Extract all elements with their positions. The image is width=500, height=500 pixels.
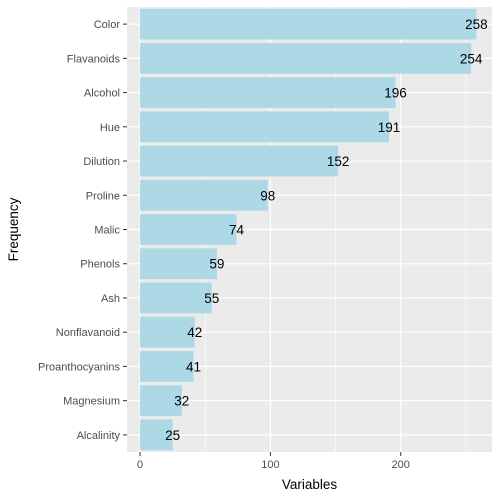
bar-dilution <box>140 145 339 177</box>
bar-proanthocyanins <box>140 351 194 382</box>
data-label-dilution: 152 <box>327 154 350 169</box>
x-tick-label: 200 <box>392 459 410 471</box>
y-tick-label: Alcohol <box>84 88 120 100</box>
bar-hue <box>140 111 390 143</box>
y-tick-label: Dilution <box>83 156 120 168</box>
x-tick-label: 100 <box>261 459 279 471</box>
data-label-phenols: 59 <box>209 257 224 272</box>
x-axis: 0 100 200 <box>137 452 410 471</box>
data-label-ash: 55 <box>204 291 219 306</box>
data-label-proanthocyanins: 41 <box>186 359 201 374</box>
data-label-malic: 74 <box>229 223 245 238</box>
data-label-alcalinity: 25 <box>165 428 180 443</box>
bar-flavanoids <box>140 42 472 74</box>
y-tick-label: Malic <box>94 225 120 237</box>
bar-magnesium <box>140 385 182 417</box>
bar-proline <box>140 179 268 211</box>
bar-color <box>140 8 477 40</box>
y-axis: Color Flavanoids Alcohol Hue Dilution Proline… <box>38 19 127 442</box>
bar-alcalinity <box>140 419 173 451</box>
y-tick-label: Magnesium <box>63 396 120 408</box>
y-tick-label: Hue <box>100 122 120 134</box>
y-tick-label: Flavanoids <box>67 53 121 65</box>
y-tick-label: Ash <box>101 293 120 305</box>
data-labels: 258 254 196 191 152 98 74 59 55 42 41 32 25 <box>165 17 488 443</box>
bar-nonflavanoid <box>140 316 195 348</box>
bar-phenols <box>140 248 217 280</box>
y-tick-label: Proline <box>86 190 120 202</box>
x-tick-label: 0 <box>137 459 143 471</box>
y-axis-title: Frequency <box>6 197 21 261</box>
data-label-hue: 191 <box>378 120 401 135</box>
data-label-proline: 98 <box>260 188 275 203</box>
y-tick-label: Phenols <box>80 259 120 271</box>
data-label-magnesium: 32 <box>174 394 189 409</box>
data-label-color: 258 <box>465 17 488 32</box>
data-label-flavanoids: 254 <box>460 51 483 66</box>
bar-alcohol <box>140 77 396 108</box>
x-axis-title: Variables <box>282 477 338 492</box>
bar-ash <box>140 282 212 314</box>
y-tick-label: Alcalinity <box>77 430 121 442</box>
data-label-alcohol: 196 <box>384 86 407 101</box>
bars <box>140 8 477 451</box>
y-tick-label: Color <box>94 19 121 31</box>
bar-malic <box>140 214 237 245</box>
y-tick-label: Nonflavanoid <box>56 327 120 339</box>
data-label-nonflavanoid: 42 <box>187 325 202 340</box>
y-tick-label: Proanthocyanins <box>38 361 120 373</box>
